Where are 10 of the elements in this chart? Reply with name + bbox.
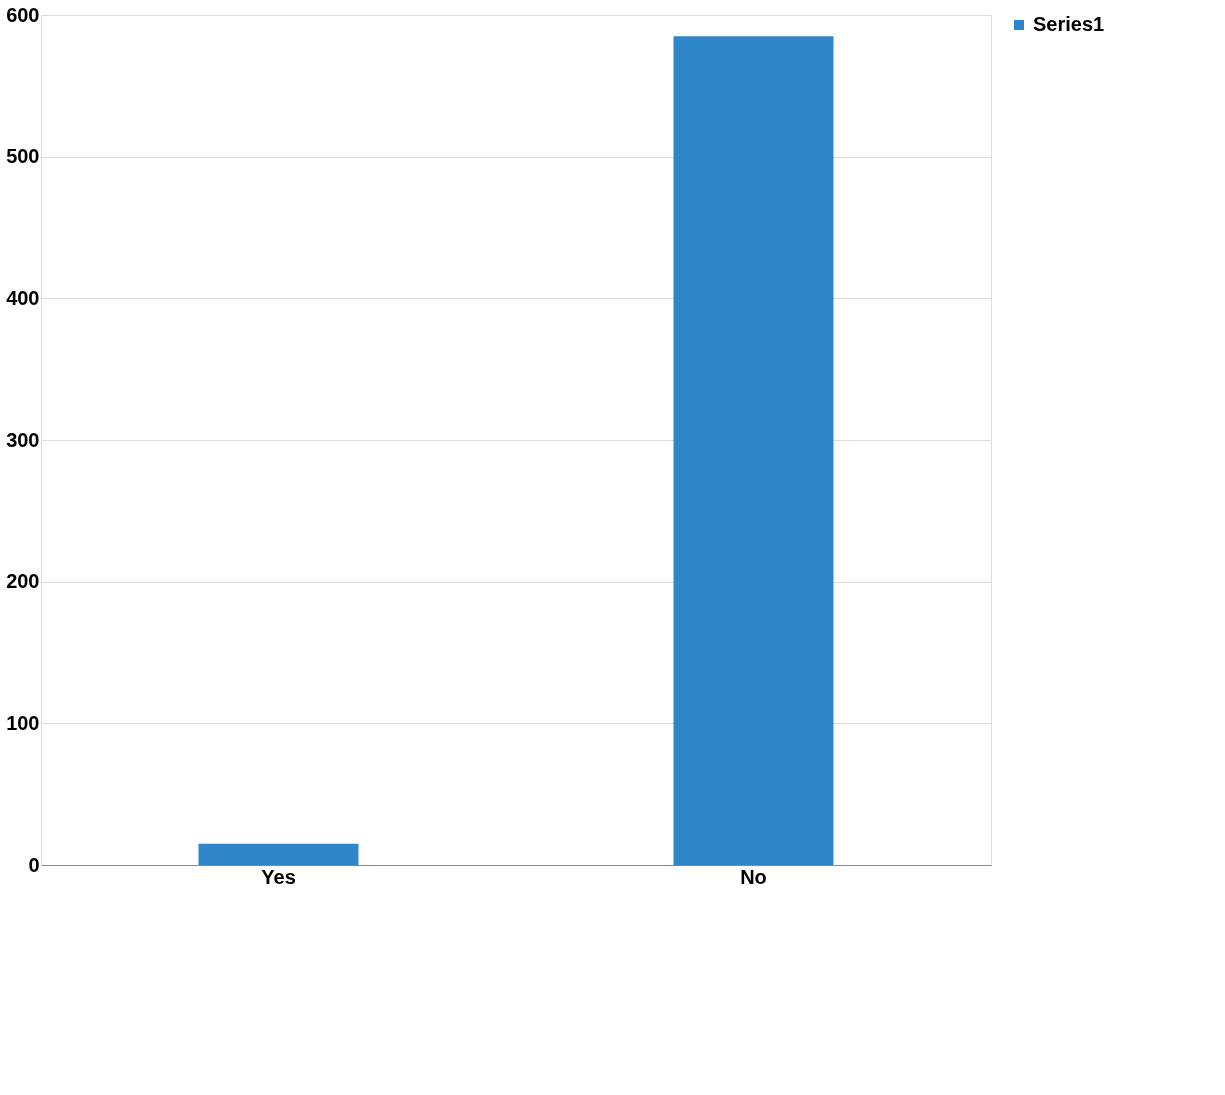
y-tick-label: 600 [6, 3, 40, 26]
legend-label: Series1 [1033, 13, 1105, 35]
x-tick-label: No [740, 865, 767, 888]
y-tick-label: 300 [6, 428, 40, 451]
y-tick-label: 200 [6, 570, 40, 593]
y-tick-label: 100 [6, 711, 40, 734]
x-tick-label: Yes [261, 865, 296, 888]
y-tick-label: 500 [6, 145, 40, 168]
y-tick-label: 0 [28, 853, 40, 876]
y-tick-label: 400 [6, 286, 40, 309]
